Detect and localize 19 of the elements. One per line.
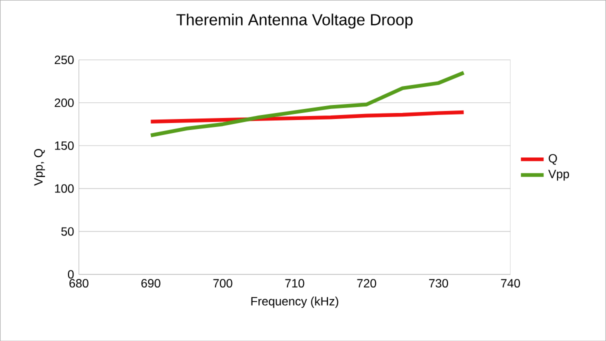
x-tick-label: 690 bbox=[141, 278, 160, 288]
y-tick-label: 250 bbox=[54, 56, 74, 64]
x-tick-label: 680 bbox=[69, 278, 88, 288]
legend-label: Q bbox=[548, 154, 557, 165]
y-axis-title: Vpp, Q bbox=[34, 148, 46, 186]
line-series bbox=[148, 70, 466, 138]
x-tick-label: 730 bbox=[429, 278, 448, 288]
x-tick-label: 700 bbox=[213, 278, 232, 288]
y-tick-label: 0 bbox=[68, 270, 74, 278]
x-axis-title: Frequency (kHz) bbox=[251, 296, 338, 308]
y-tick-label: 50 bbox=[61, 227, 74, 236]
y-tick-label: 150 bbox=[55, 141, 74, 150]
x-tick-label: 740 bbox=[501, 278, 520, 288]
x-tick-label: 710 bbox=[285, 278, 304, 288]
chart-title: Theremin Antenna Voltage Droop bbox=[176, 14, 413, 28]
x-tick-label: 720 bbox=[357, 278, 376, 288]
y-tick-label: 200 bbox=[54, 98, 74, 107]
legend-label: Vpp bbox=[548, 170, 570, 180]
y-tick-label: 100 bbox=[55, 184, 74, 193]
